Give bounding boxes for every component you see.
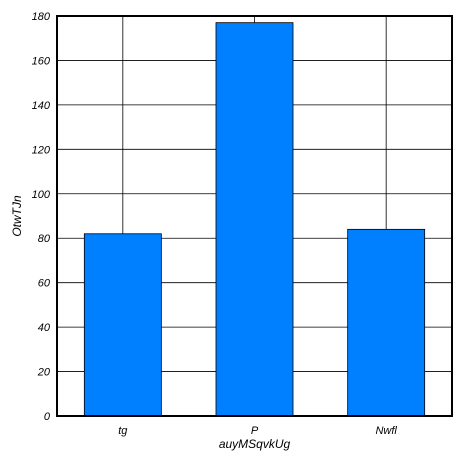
plot-frame [56, 15, 453, 417]
y-tick-label: 120 [32, 144, 51, 156]
y-tick-label: 0 [44, 411, 51, 423]
y-tick-label: 100 [32, 189, 51, 201]
bars-layer [83, 22, 426, 417]
x-tick-label: P [251, 425, 259, 437]
y-tick-label: 20 [37, 367, 51, 379]
y-tick-label: 160 [32, 55, 51, 67]
y-tick-label: 180 [32, 11, 51, 23]
bar-Nwfl [347, 228, 426, 417]
x-tick-label: tg [118, 425, 128, 437]
y-axis-label: OtwTJn [10, 195, 24, 237]
y-tick-label: 80 [38, 233, 51, 245]
x-tick-label: Nwfl [375, 425, 397, 437]
bar-P [215, 22, 294, 417]
y-tick-label: 60 [38, 278, 51, 290]
y-tick-labels: 0 20 40 60 80 100 120 140 160 180 [32, 11, 51, 423]
y-tick-label: 40 [38, 322, 51, 334]
bar-tg [83, 233, 162, 417]
x-axis-label: auyMSqvkUg [219, 437, 291, 451]
y-tick-label: 140 [32, 100, 51, 112]
x-tick-labels: tg P Nwfl [118, 425, 397, 437]
